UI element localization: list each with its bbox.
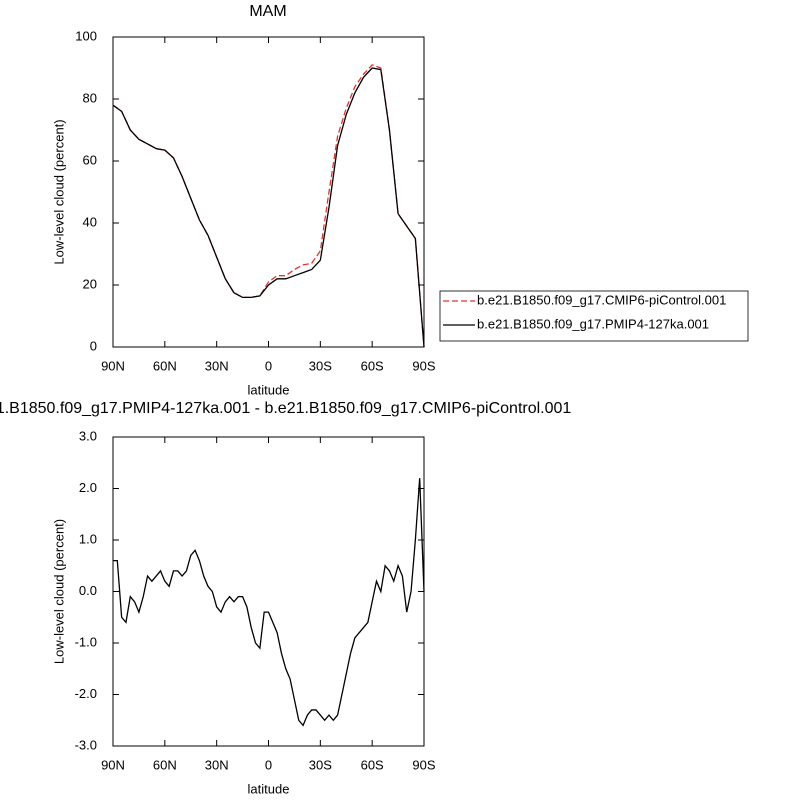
x-axis-label: latitude xyxy=(248,382,290,397)
x-tick-label: 60N xyxy=(153,358,177,373)
y-tick-label: 100 xyxy=(75,28,97,43)
x-tick-label: 90S xyxy=(412,358,435,373)
y-tick-label: 80 xyxy=(83,90,97,105)
x-tick-label: 0 xyxy=(265,358,272,373)
y-tick-label: 40 xyxy=(83,214,97,229)
y-tick-label: 1.0 xyxy=(79,531,97,546)
data-line xyxy=(112,67,425,348)
x-tick-label: 30S xyxy=(309,757,332,772)
x-tick-label: 0 xyxy=(265,757,272,772)
x-tick-label: 30N xyxy=(205,358,229,373)
x-tick-label: 60S xyxy=(361,358,384,373)
y-tick-label: 0.0 xyxy=(79,583,97,598)
x-tick-label: 90S xyxy=(412,757,435,772)
x-axis-label: latitude xyxy=(248,781,290,796)
legend-label: b.e21.B1850.f09_g17.CMIP6-piControl.001 xyxy=(477,292,726,307)
chart-title: b.e21.B1850.f09_g17.PMIP4-127ka.001 - b.… xyxy=(0,400,571,417)
y-tick-label: 20 xyxy=(83,276,97,291)
y-tick-label: -3.0 xyxy=(75,737,97,752)
x-tick-label: 90N xyxy=(101,757,125,772)
x-tick-label: 30S xyxy=(309,358,332,373)
plot-frame xyxy=(112,436,425,747)
legend-label: b.e21.B1850.f09_g17.PMIP4-127ka.001 xyxy=(477,316,709,331)
x-tick-label: 60N xyxy=(153,757,177,772)
data-line xyxy=(113,478,425,727)
y-axis-label: Low-level cloud (percent) xyxy=(51,119,66,264)
data-line xyxy=(112,64,425,348)
x-tick-label: 60S xyxy=(361,757,384,772)
x-tick-label: 90N xyxy=(101,358,125,373)
y-tick-label: 3.0 xyxy=(79,428,97,443)
plot-frame xyxy=(112,36,425,348)
y-tick-label: 2.0 xyxy=(79,480,97,495)
legend-box xyxy=(439,290,749,342)
y-axis-label: Low-level cloud (percent) xyxy=(51,519,66,664)
y-tick-label: -2.0 xyxy=(75,686,97,701)
y-tick-label: -1.0 xyxy=(75,634,97,649)
chart-title: MAM xyxy=(249,3,286,20)
y-tick-label: 0 xyxy=(90,338,97,353)
y-tick-label: 60 xyxy=(83,152,97,167)
x-tick-label: 30N xyxy=(205,757,229,772)
